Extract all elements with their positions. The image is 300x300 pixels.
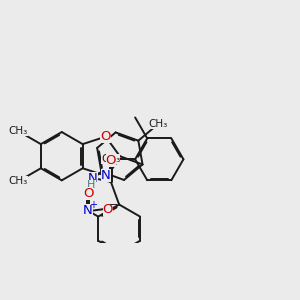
Text: O: O bbox=[100, 130, 111, 143]
Text: CH₃: CH₃ bbox=[148, 119, 168, 129]
Text: N: N bbox=[88, 172, 98, 185]
Text: N: N bbox=[83, 204, 93, 217]
Text: CH₃: CH₃ bbox=[101, 154, 120, 164]
Text: −: − bbox=[109, 200, 118, 209]
Text: N: N bbox=[101, 169, 110, 182]
Text: H: H bbox=[87, 181, 96, 190]
Text: O: O bbox=[106, 154, 116, 166]
Text: +: + bbox=[89, 200, 97, 210]
Text: O: O bbox=[83, 187, 93, 200]
Text: CH₃: CH₃ bbox=[9, 176, 28, 186]
Text: O: O bbox=[103, 203, 113, 216]
Text: CH₃: CH₃ bbox=[9, 126, 28, 136]
